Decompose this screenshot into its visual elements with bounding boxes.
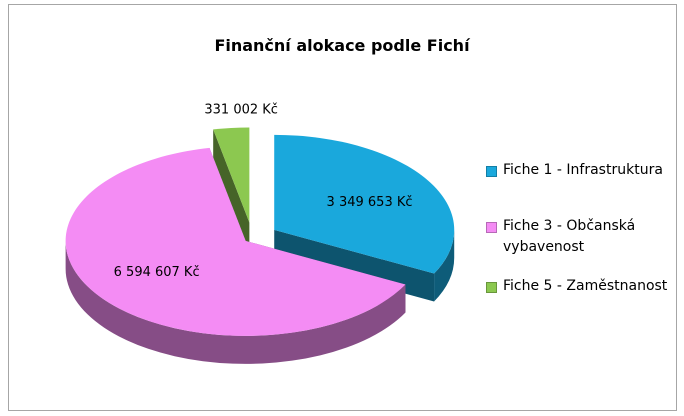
data-label: 3 349 653 Kč [327, 195, 413, 210]
legend-swatch [486, 166, 497, 177]
slice-top [65, 147, 406, 336]
data-label: 331 002 Kč [204, 102, 278, 117]
slice-side [434, 229, 455, 302]
legend-swatch [486, 222, 497, 233]
data-label: 6 594 607 Kč [114, 265, 200, 280]
legend-entry: Fiche 3 - Občanská vybavenost [486, 216, 676, 258]
chart-title: Finanční alokace podle Fichí [214, 36, 470, 55]
legend-entry: Fiche 1 - Infrastruktura [486, 160, 676, 181]
pie-slice [65, 147, 406, 364]
legend-swatch [486, 282, 497, 293]
slice-wall [213, 129, 250, 251]
legend-label: Fiche 5 - Zaměstnanost [503, 278, 668, 294]
legend-label: Fiche 3 - Občanská vybavenost [503, 218, 636, 255]
slice-top [274, 134, 455, 274]
pie-slice [213, 127, 250, 251]
legend-entry: Fiche 5 - Zaměstnanost [486, 276, 676, 297]
legend-label: Fiche 1 - Infrastruktura [503, 162, 663, 178]
slice-top [213, 127, 250, 223]
slice-side [65, 240, 406, 364]
